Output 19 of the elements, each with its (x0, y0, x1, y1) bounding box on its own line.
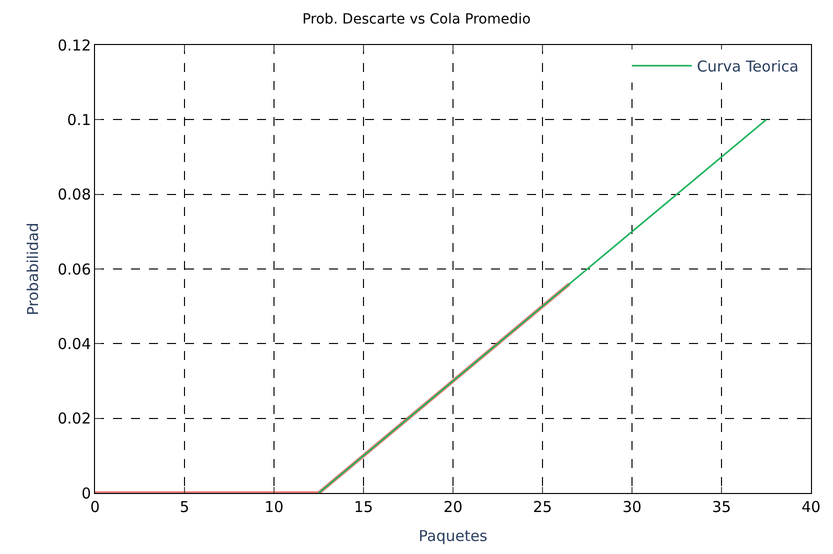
y-tick-label: 0 (81, 484, 91, 502)
legend-label: Curva Teorica (696, 58, 799, 76)
y-tick-label: 0.02 (58, 410, 91, 428)
y-tick-label: 0.1 (67, 110, 91, 129)
x-axis-title: Paquetes (418, 527, 488, 545)
y-tick-label: 0.04 (58, 334, 91, 353)
x-tick-label: 10 (264, 498, 284, 516)
x-tick-label: 30 (622, 498, 642, 516)
y-tick-label: 0.08 (58, 186, 91, 204)
x-tick-label: 25 (532, 498, 552, 516)
y-tick-label: 0.12 (58, 36, 91, 54)
y-axis-title: Probabilidad (24, 222, 42, 316)
x-tick-label: 20 (443, 498, 463, 516)
x-tick-label: 15 (354, 498, 374, 516)
x-tick-label: 5 (180, 498, 190, 516)
y-tick-label: 0.06 (58, 260, 91, 278)
x-tick-label: 40 (801, 498, 821, 516)
x-tick-label: 35 (712, 498, 732, 516)
chart-title: Prob. Descarte vs Cola Promedio (302, 12, 531, 28)
